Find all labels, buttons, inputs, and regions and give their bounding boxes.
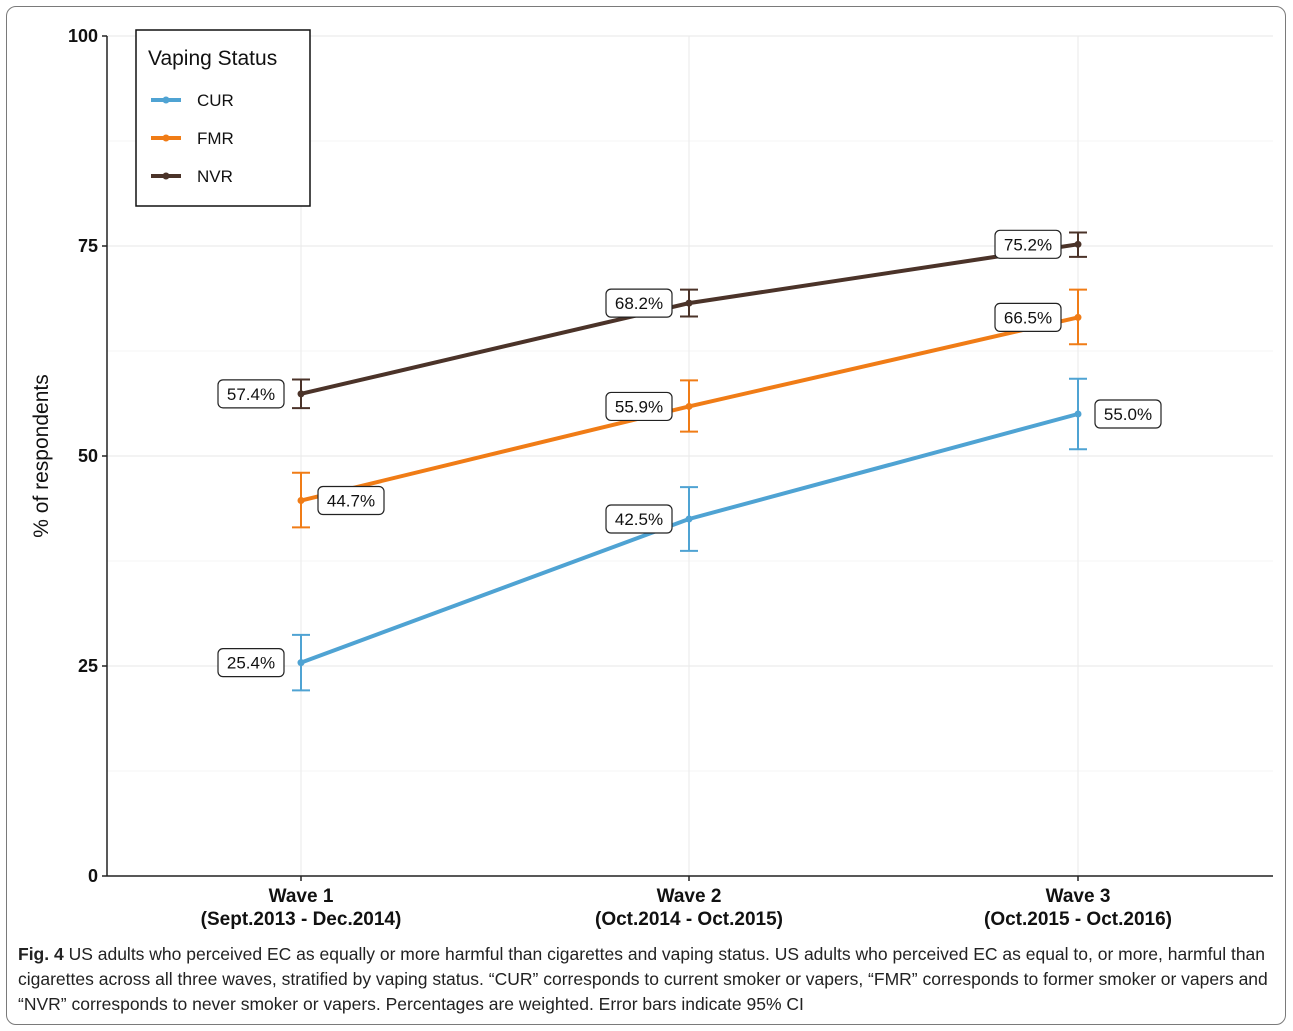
data-point: [685, 515, 693, 523]
data-label-box: [317, 485, 385, 516]
data-point: [685, 402, 693, 410]
x-tick-sublabel: (Oct.2014 - Oct.2015): [595, 909, 783, 930]
data-label-box: [994, 302, 1062, 332]
data-label: 44.7%: [317, 485, 385, 516]
data-point: [297, 659, 305, 667]
y-tick-label: 25: [78, 656, 98, 676]
legend-title: Vaping Status: [148, 47, 277, 70]
data-point: [1074, 240, 1082, 248]
y-tick-label: 100: [68, 26, 98, 46]
data-label-box: [605, 504, 673, 534]
figure-frame: [6, 6, 1286, 1025]
data-point: [1074, 313, 1082, 321]
legend-label: FMR: [197, 129, 234, 148]
data-label-text: 57.4%: [227, 385, 275, 404]
data-label-box: [605, 288, 673, 318]
legend: Vaping Status CUR FMR NVR: [135, 29, 311, 207]
series-layer: 25.4% 42.5% 55.0% 44.7% 55.9% 66.5% 57.4% 68.2%…: [217, 229, 1162, 692]
data-point: [297, 497, 305, 505]
legend-item-nvr: NVR: [151, 167, 233, 186]
data-label-text: 75.2%: [1004, 235, 1052, 254]
data-label: 42.5%: [605, 504, 673, 534]
data-label-box: [605, 391, 673, 422]
figure-caption: Fig. 4 US adults who perceived EC as equ…: [18, 942, 1280, 1017]
x-tick-sublabel: (Oct.2015 - Oct.2016): [984, 909, 1172, 930]
legend-label: CUR: [197, 91, 234, 110]
data-label-box: [217, 379, 285, 409]
data-label: 55.9%: [605, 391, 673, 422]
data-point: [685, 299, 693, 307]
x-tick-label: Wave 3: [1046, 886, 1111, 907]
data-label-text: 68.2%: [615, 294, 663, 313]
x-tick-label: Wave 2: [657, 886, 722, 907]
data-point: [1074, 410, 1082, 418]
data-label-text: 55.9%: [615, 397, 663, 416]
series-nvr: [292, 231, 1087, 410]
y-tick-label: 75: [78, 236, 98, 256]
data-label: 57.4%: [217, 379, 285, 409]
data-point: [297, 390, 305, 398]
data-label-text: 44.7%: [327, 492, 375, 511]
y-tick-label: 50: [78, 446, 98, 466]
x-tick-label: Wave 1: [269, 886, 334, 907]
data-label-box: [994, 229, 1062, 259]
data-label-box: [217, 648, 285, 678]
data-label-box: [1094, 399, 1162, 429]
series-fmr: [292, 288, 1087, 529]
legend-label: NVR: [197, 167, 233, 186]
data-label: 25.4%: [217, 648, 285, 678]
caption-label: Fig. 4: [18, 944, 64, 964]
axes: 0 25 50 75 100 Wave 1(Sept.2013 - Dec.2014) Wa…: [30, 26, 1273, 930]
data-label-text: 66.5%: [1004, 308, 1052, 327]
legend-swatch-point: [162, 96, 170, 104]
data-label-text: 42.5%: [615, 510, 663, 529]
legend-swatch-point: [162, 172, 170, 180]
y-tick-label: 0: [88, 866, 98, 886]
caption-text: US adults who perceived EC as equally or…: [18, 944, 1268, 1014]
legend-swatch-point: [162, 134, 170, 142]
data-label: 66.5%: [994, 302, 1062, 332]
x-tick-sublabel: (Sept.2013 - Dec.2014): [201, 909, 402, 930]
data-label: 55.0%: [1094, 399, 1162, 429]
series-cur: [292, 377, 1087, 692]
legend-item-fmr: FMR: [151, 129, 234, 148]
legend-item-cur: CUR: [151, 91, 234, 110]
data-label: 68.2%: [605, 288, 673, 318]
data-label-text: 25.4%: [227, 654, 275, 673]
data-label: 75.2%: [994, 229, 1062, 259]
line-chart: 0 25 50 75 100 Wave 1(Sept.2013 - Dec.2014) Wa…: [30, 26, 1273, 930]
data-label-text: 55.0%: [1104, 405, 1152, 424]
y-axis-title: % of respondents: [30, 374, 53, 537]
